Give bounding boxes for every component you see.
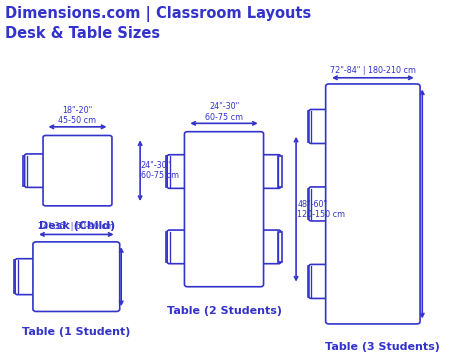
FancyBboxPatch shape (43, 136, 112, 206)
FancyBboxPatch shape (261, 230, 281, 264)
Text: 48"-60"
120-150 cm: 48"-60" 120-150 cm (298, 200, 346, 219)
Bar (23, 156, 27, 186)
Bar (308, 266, 311, 297)
FancyBboxPatch shape (309, 187, 329, 221)
Text: Dimensions.com | Classroom Layouts
Desk & Table Sizes: Dimensions.com | Classroom Layouts Desk … (5, 6, 312, 40)
Bar (279, 232, 282, 262)
Bar (166, 232, 170, 262)
FancyBboxPatch shape (309, 109, 329, 143)
Text: 24"-36" | 60-90 cm: 24"-36" | 60-90 cm (38, 222, 114, 231)
Bar (308, 111, 311, 142)
Text: Table (3 Students): Table (3 Students) (325, 342, 440, 353)
Text: Table (2 Students): Table (2 Students) (166, 306, 282, 316)
FancyBboxPatch shape (309, 264, 329, 299)
FancyBboxPatch shape (15, 259, 36, 295)
FancyBboxPatch shape (167, 230, 187, 264)
Bar (166, 157, 170, 187)
Text: 24"-30"
60-75 cm: 24"-30" 60-75 cm (205, 103, 243, 122)
FancyBboxPatch shape (167, 155, 187, 189)
Text: 72"-84" | 180-210 cm: 72"-84" | 180-210 cm (330, 66, 416, 75)
FancyBboxPatch shape (261, 155, 281, 189)
Bar (308, 189, 311, 219)
FancyBboxPatch shape (25, 154, 46, 187)
FancyBboxPatch shape (184, 132, 264, 287)
Bar (279, 157, 282, 187)
FancyBboxPatch shape (33, 242, 120, 311)
Text: 24"-30"
60-75 cm: 24"-30" 60-75 cm (141, 161, 179, 180)
Text: Desk (Child): Desk (Child) (39, 222, 116, 231)
Bar (14, 261, 18, 293)
FancyBboxPatch shape (326, 84, 420, 324)
Text: 18"-20"
45-50 cm: 18"-20" 45-50 cm (58, 106, 97, 125)
Text: Table (1 Student): Table (1 Student) (22, 327, 130, 337)
